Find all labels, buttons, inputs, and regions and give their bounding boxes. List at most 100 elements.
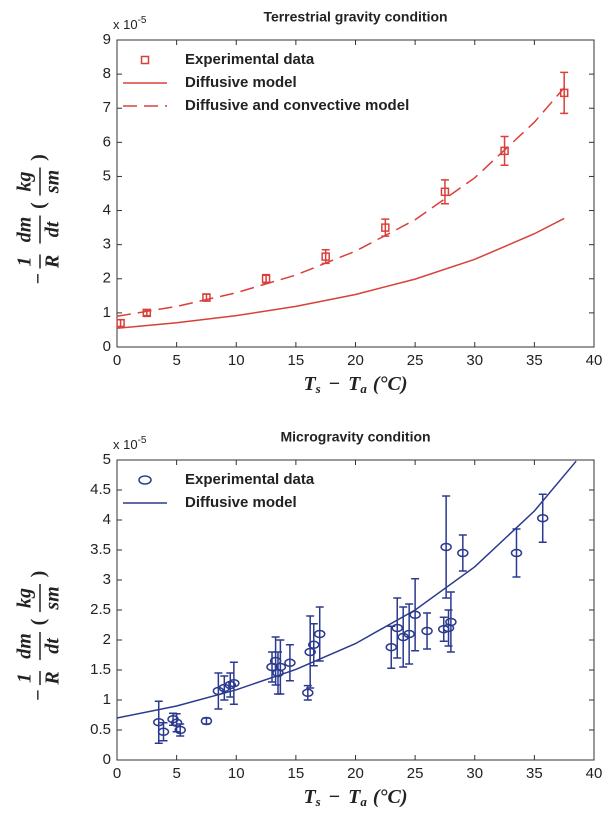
data-point — [116, 318, 125, 328]
y-tick-label: 1 — [103, 304, 111, 321]
x-tick-label: 25 — [407, 765, 424, 782]
x-tick-label: 15 — [288, 352, 305, 369]
y-multiplier-exponent: -5 — [138, 15, 147, 26]
y-label-part: kg — [14, 172, 36, 192]
x-tick-label: 0 — [113, 765, 121, 782]
data-point — [391, 623, 403, 633]
legend-label: Diffusive model — [185, 74, 297, 91]
data-point — [228, 678, 240, 688]
y-tick-label: 7 — [103, 99, 111, 116]
x-label-part: − — [329, 373, 340, 395]
y-tick-label: 0.5 — [90, 721, 111, 738]
x-label-part: s — [315, 794, 321, 809]
error-bar — [159, 722, 168, 742]
error-bar — [315, 606, 324, 662]
y-label-part: sm — [42, 170, 64, 194]
y-multiplier: x 10-5 — [113, 435, 147, 453]
x-tick-label: 40 — [586, 352, 603, 369]
error-bar — [214, 672, 223, 710]
y-tick-label: 2.5 — [90, 601, 111, 618]
error-bar — [393, 597, 402, 659]
data-point — [274, 662, 287, 672]
data-point — [304, 647, 316, 657]
y-label-part: dt — [42, 220, 64, 237]
model-line — [116, 87, 565, 318]
data-point — [157, 727, 170, 737]
y-tick-label: 6 — [103, 133, 111, 150]
y-label-part: R — [42, 255, 64, 269]
x-tick-label: 0 — [113, 352, 121, 369]
data-point — [440, 187, 450, 197]
data-point — [308, 640, 320, 650]
data-point — [302, 688, 314, 698]
y-label-part: kg — [14, 588, 36, 608]
y-label-part: − — [28, 273, 50, 284]
data-point — [284, 658, 296, 668]
y-tick-label: 5 — [103, 451, 111, 468]
x-label-part: − — [329, 786, 340, 808]
data-point — [500, 146, 509, 156]
legend-marker — [140, 55, 150, 65]
error-bar — [440, 179, 449, 205]
error-bar — [229, 661, 238, 705]
y-label-part: dt — [42, 637, 64, 654]
y-label-part: ( — [28, 618, 50, 625]
y-label-part: ) — [28, 154, 50, 161]
data-point — [510, 548, 523, 558]
error-bar — [276, 639, 285, 695]
x-tick-label: 40 — [586, 765, 603, 782]
x-label-part: T — [303, 373, 316, 395]
data-point — [174, 725, 186, 735]
chart-title: Microgravity condition — [280, 429, 430, 445]
y-label-part: dm — [14, 217, 36, 243]
error-bar — [202, 717, 211, 725]
x-label-part: T — [348, 786, 361, 808]
y-tick-label: 4 — [103, 202, 111, 219]
data-point — [313, 629, 326, 639]
data-point — [381, 223, 390, 232]
legend-label: Experimental data — [185, 471, 315, 488]
y-axis-label: − 1 Rdm dt (kg sm) — [14, 571, 64, 701]
error-bar — [220, 675, 229, 701]
y-tick-label: 1 — [103, 691, 111, 708]
y-label-part: R — [42, 671, 64, 685]
y-multiplier: x 10-5 — [113, 15, 147, 33]
error-bar — [560, 71, 569, 115]
y-tick-label: 8 — [103, 65, 111, 82]
data-point — [440, 542, 452, 552]
x-tick-label: 35 — [526, 765, 543, 782]
y-multiplier-base: x 10 — [113, 437, 138, 452]
data-point — [200, 716, 213, 726]
x-label-part: T — [348, 373, 361, 395]
y-tick-label: 0 — [103, 751, 111, 768]
y-tick-label: 0 — [103, 338, 111, 355]
x-tick-label: 5 — [172, 352, 180, 369]
y-tick-label: 4 — [103, 511, 111, 528]
data-point — [409, 610, 421, 620]
x-label-part: T — [303, 786, 316, 808]
model-line — [116, 460, 577, 719]
y-tick-label: 3 — [103, 236, 111, 253]
error-bar — [387, 625, 396, 669]
y-tick-label: 1.5 — [90, 661, 111, 678]
y-tick-label: 5 — [103, 167, 111, 184]
error-bar — [442, 495, 451, 599]
data-point — [403, 629, 415, 639]
data-point — [170, 718, 183, 728]
data-point — [536, 513, 549, 523]
error-bar — [411, 578, 420, 652]
y-tick-label: 2 — [103, 631, 111, 648]
y-tick-label: 4.5 — [90, 481, 111, 498]
y-label-part: 1 — [14, 673, 36, 683]
y-label-part: − — [28, 689, 50, 700]
y-multiplier-exponent: -5 — [138, 435, 147, 446]
error-bar — [154, 700, 163, 744]
data-point — [457, 548, 469, 558]
legend-label: Diffusive model — [185, 494, 297, 511]
data-point — [445, 617, 457, 627]
y-label-part: 1 — [14, 257, 36, 267]
legend-label: Diffusive and convective model — [185, 97, 409, 114]
